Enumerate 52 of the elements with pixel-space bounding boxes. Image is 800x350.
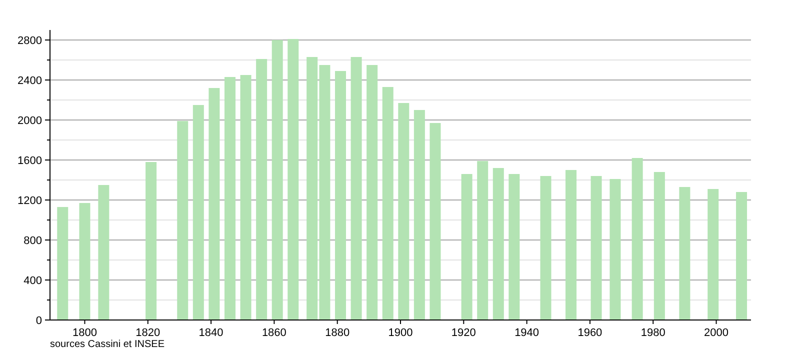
y-tick-label: 2000 bbox=[18, 114, 42, 127]
bar bbox=[461, 174, 472, 320]
y-tick-label: 1600 bbox=[18, 154, 42, 167]
bar bbox=[240, 75, 252, 320]
bar bbox=[398, 103, 410, 320]
bar bbox=[98, 185, 110, 320]
bar bbox=[610, 179, 621, 320]
bar bbox=[654, 172, 665, 320]
bar bbox=[566, 170, 577, 320]
bar bbox=[208, 88, 220, 320]
bar bbox=[335, 71, 346, 320]
bar bbox=[350, 57, 362, 320]
bar bbox=[736, 192, 748, 320]
bar bbox=[508, 174, 520, 320]
x-tick-label: 1920 bbox=[451, 327, 476, 339]
bar bbox=[382, 87, 394, 320]
bar bbox=[192, 105, 204, 320]
x-tick-label: 1860 bbox=[262, 327, 286, 339]
x-tick-label: 1840 bbox=[198, 327, 224, 339]
bar bbox=[632, 158, 643, 320]
bar bbox=[79, 203, 90, 320]
bar bbox=[679, 187, 690, 320]
bar bbox=[590, 176, 602, 320]
x-tick-label: 1900 bbox=[388, 327, 413, 339]
bar bbox=[492, 168, 504, 320]
y-tick-label: 2800 bbox=[18, 34, 42, 47]
bar bbox=[540, 176, 552, 320]
x-tick-label: 1820 bbox=[136, 327, 160, 339]
bar bbox=[224, 77, 236, 320]
bar bbox=[146, 162, 157, 320]
y-tick-label: 2400 bbox=[18, 74, 42, 87]
y-tick-label: 0 bbox=[36, 314, 42, 327]
x-tick-label: 1940 bbox=[514, 327, 540, 339]
bar bbox=[288, 39, 299, 320]
y-tick-label: 800 bbox=[24, 234, 42, 247]
x-tick-label: 1980 bbox=[640, 327, 666, 339]
source-note: sources Cassini et INSEE bbox=[50, 339, 165, 350]
x-tick-label: 1960 bbox=[578, 327, 602, 339]
x-tick-label: 1880 bbox=[325, 327, 350, 339]
x-tick-label: 2000 bbox=[704, 327, 729, 339]
y-tick-label: 1200 bbox=[18, 194, 42, 207]
bar bbox=[57, 207, 68, 320]
bar bbox=[477, 161, 488, 320]
bar bbox=[430, 123, 441, 320]
bar bbox=[366, 65, 378, 320]
bar bbox=[708, 189, 719, 320]
bar bbox=[177, 121, 188, 320]
bar bbox=[414, 110, 425, 320]
bar bbox=[256, 59, 268, 320]
bar bbox=[272, 40, 283, 320]
x-tick-label: 1800 bbox=[72, 327, 97, 339]
y-tick-label: 400 bbox=[24, 274, 42, 287]
